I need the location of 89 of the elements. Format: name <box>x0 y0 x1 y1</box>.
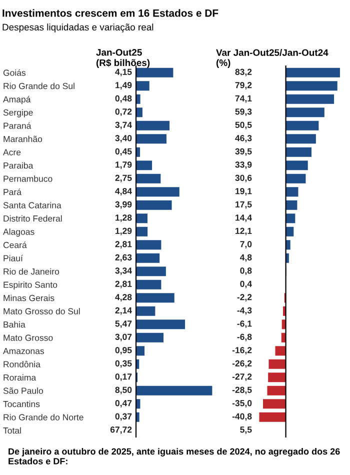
y-tick-label: Rio Grande do Sul <box>4 82 74 90</box>
data-label: 0,47 <box>115 400 132 408</box>
y-tick-label: Piauí <box>4 254 23 262</box>
data-label: 5,47 <box>115 320 132 328</box>
y-tick-label: Rio de Janeiro <box>4 268 60 275</box>
data-label: 4,8 <box>240 254 252 262</box>
data-label: 14,4 <box>236 214 252 222</box>
chart-subtitle: Despesas liquidadas e variação real <box>2 24 154 32</box>
y-tick-label: Mato Grosso do Sul <box>4 308 80 314</box>
data-label: 83,2 <box>235 68 252 76</box>
data-label: -40,8 <box>232 413 252 421</box>
data-label: 50,5 <box>235 122 252 130</box>
y-tick-label: Total <box>3 427 21 434</box>
x-axis-title: Jan-Out25 (R$ bilhões) <box>96 49 150 68</box>
data-label: 2,75 <box>115 174 132 182</box>
data-label: -26,2 <box>232 360 252 368</box>
data-label: 17,5 <box>236 201 252 209</box>
data-label: 3,74 <box>115 122 132 130</box>
data-label: 7,0 <box>240 241 252 248</box>
data-label: 2,63 <box>115 254 132 262</box>
data-label: 1,28 <box>116 214 132 222</box>
text: 5,5 <box>240 426 252 434</box>
data-label: 19,1 <box>236 188 252 196</box>
data-label: -35,0 <box>232 400 252 408</box>
data-label: 33,9 <box>235 162 252 169</box>
data-label: 0,37 <box>115 413 132 421</box>
data-label: 12,1 <box>236 228 252 236</box>
data-label: 59,3 <box>235 108 252 116</box>
y-tick-label: Rio Grande do Norte <box>4 414 84 420</box>
y-tick-label: Acre <box>3 149 21 156</box>
data-label: 3,40 <box>115 135 132 142</box>
data-label: 8,50 <box>115 386 132 394</box>
data-label: 0,45 <box>115 148 132 156</box>
y-tick-label: Distrito Federal <box>4 215 62 222</box>
data-label: 0,48 <box>115 95 132 103</box>
text: De janeiro a outubro de 2025, ante iguais meses de 2024, no agregado dos 26 Estados e DF: <box>8 448 340 464</box>
y-tick-label: Pará <box>4 188 22 196</box>
data-label: -16,2 <box>232 347 252 354</box>
data-label: -6,8 <box>237 334 252 342</box>
y-tick-label: Sergipe <box>3 109 33 118</box>
y-tick-label: Roraima <box>4 374 36 381</box>
chart-title: Investimentos crescem em 16 Estados e DF <box>2 9 218 17</box>
y-tick-label: Tocantins <box>3 400 40 408</box>
data-label: -6,1 <box>237 320 252 328</box>
y-tick-label: Minas Gerais <box>4 294 54 302</box>
data-label: 46,3 <box>235 135 252 142</box>
y-tick-label: Bahia <box>4 321 26 328</box>
y-tick-label: Rondônia <box>4 360 40 368</box>
x-axis-title: Var Jan-Out25/Jan-Out24 (%) <box>216 48 328 68</box>
data-label: 0,17 <box>115 374 132 381</box>
data-label: 0,4 <box>240 280 252 288</box>
y-tick-label: Santa Catarina <box>3 202 62 208</box>
data-label: 0,95 <box>115 347 132 354</box>
text: 67,72 <box>110 426 132 434</box>
y-tick-label: Espirito Santo <box>4 281 58 290</box>
y-tick-label: Alagoas <box>3 228 34 237</box>
data-label: 1,29 <box>116 228 132 236</box>
y-tick-label: São Paulo <box>3 387 44 394</box>
data-label: 3,07 <box>115 334 132 342</box>
data-label: 2,14 <box>115 307 132 315</box>
data-label: 79,2 <box>235 82 252 90</box>
data-label: 39,5 <box>235 148 252 156</box>
y-tick-label: Amapá <box>3 96 31 104</box>
y-tick-label: Ceará <box>3 242 27 248</box>
data-label: 4,28 <box>115 294 132 302</box>
data-label: 0,8 <box>240 268 252 275</box>
data-label: -27,2 <box>232 374 252 381</box>
data-label: -2,2 <box>237 294 252 302</box>
data-label: 4,84 <box>115 188 132 196</box>
y-tick-label: Maranhão <box>4 136 42 142</box>
data-label: -28,5 <box>232 386 252 394</box>
y-tick-label: Amazonas <box>3 348 44 354</box>
data-label: 74,1 <box>235 95 252 103</box>
y-tick-label: Pernambuco <box>4 175 52 182</box>
y-tick-label: Goiás <box>3 69 26 76</box>
y-tick-label: Paraná <box>4 122 32 129</box>
data-label: 3,99 <box>115 201 132 209</box>
data-label: 2,81 <box>115 280 132 288</box>
data-label: 4,15 <box>115 68 132 76</box>
y-tick-label: Mato Grosso <box>4 334 53 341</box>
data-label: 0,35 <box>115 360 132 368</box>
data-label: 2,81 <box>115 241 132 248</box>
data-label: -4,3 <box>237 307 252 315</box>
y-tick-label: Paraiba <box>4 162 34 169</box>
data-label: 1,79 <box>116 162 132 169</box>
data-label: 0,72 <box>115 108 132 116</box>
data-label: 3,34 <box>115 268 132 275</box>
data-label: 30,6 <box>235 174 252 182</box>
data-label: 1,49 <box>116 82 132 90</box>
